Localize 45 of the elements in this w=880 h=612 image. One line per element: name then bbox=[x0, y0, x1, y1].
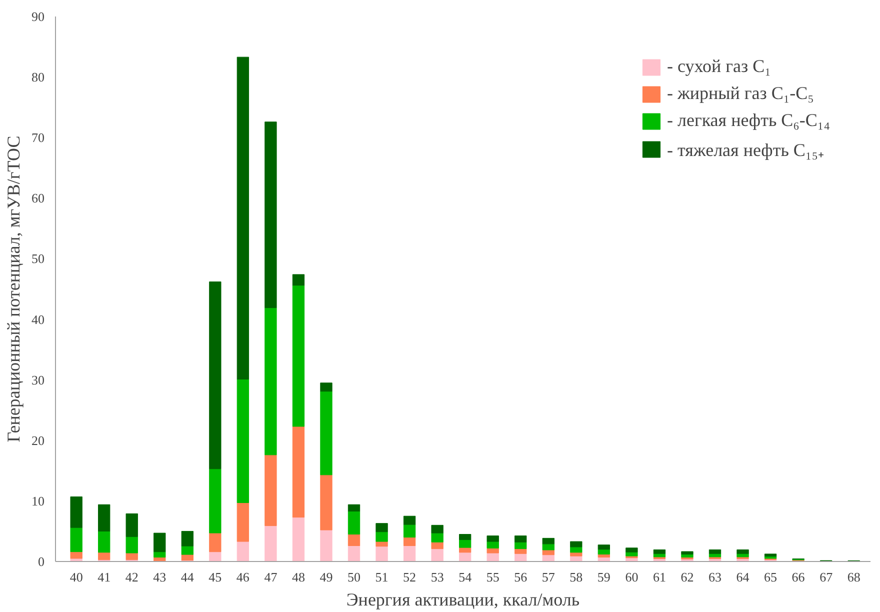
y-tick-label: 50 bbox=[32, 251, 44, 266]
x-tick-label: 47 bbox=[264, 570, 278, 584]
x-tick-label: 67 bbox=[820, 570, 834, 584]
x-tick-label: 62 bbox=[680, 570, 694, 584]
legend-label: - легкая нефть C₆-C₁₄ bbox=[666, 110, 830, 131]
x-tick-label: 61 bbox=[652, 570, 666, 584]
x-tick-label: 66 bbox=[792, 570, 806, 584]
x-tick-label: 60 bbox=[625, 570, 638, 584]
x-tick-label: 58 bbox=[570, 570, 583, 584]
y-tick-label: 10 bbox=[32, 493, 44, 508]
x-tick-label: 56 bbox=[514, 570, 528, 584]
legend-label: - тяжелая нефть C₁₅₊ bbox=[666, 139, 824, 161]
x-tick-label: 68 bbox=[847, 570, 860, 584]
y-tick-label: 70 bbox=[32, 130, 44, 146]
x-tick-label: 50 bbox=[348, 570, 361, 584]
x-tick-label: 52 bbox=[403, 570, 416, 584]
x-tick-label: 54 bbox=[458, 570, 472, 584]
x-axis-title: Энергия активации, ккал/моль bbox=[346, 590, 580, 610]
x-tick-label: 65 bbox=[764, 570, 778, 584]
x-tick-label: 48 bbox=[292, 570, 305, 584]
x-tick-label: 44 bbox=[180, 570, 194, 584]
x-tick-label: 46 bbox=[236, 570, 250, 584]
y-tick-label: 30 bbox=[32, 372, 44, 388]
x-tick-label: 59 bbox=[597, 570, 610, 584]
y-tick-label: 90 bbox=[32, 9, 44, 24]
legend-label: - сухой газ C₁ bbox=[666, 56, 771, 77]
y-tick-label: 80 bbox=[32, 70, 44, 85]
y-tick-label: 40 bbox=[32, 312, 44, 327]
x-tick-label: 57 bbox=[542, 570, 556, 584]
x-tick-label: 43 bbox=[153, 570, 166, 584]
y-tick-label: 0 bbox=[38, 554, 44, 569]
x-tick-label: 53 bbox=[430, 570, 444, 584]
x-tick-label: 64 bbox=[736, 570, 750, 584]
x-tick-label: 51 bbox=[375, 570, 388, 584]
x-tick-label: 63 bbox=[708, 570, 722, 584]
y-tick-label: 20 bbox=[32, 432, 44, 448]
x-tick-label: 55 bbox=[486, 570, 500, 584]
x-tick-label: 49 bbox=[320, 570, 333, 584]
y-tick-label: 60 bbox=[32, 190, 44, 206]
y-axis-title: Генерационный потенциал, мгУВ/гТОС bbox=[4, 136, 24, 442]
x-tick-label: 45 bbox=[208, 570, 222, 584]
x-tick-label: 40 bbox=[70, 570, 83, 584]
legend-label: - жирный газ C₁-C₅ bbox=[666, 83, 814, 104]
x-tick-label: 41 bbox=[98, 570, 111, 584]
x-tick-label: 42 bbox=[125, 570, 138, 584]
